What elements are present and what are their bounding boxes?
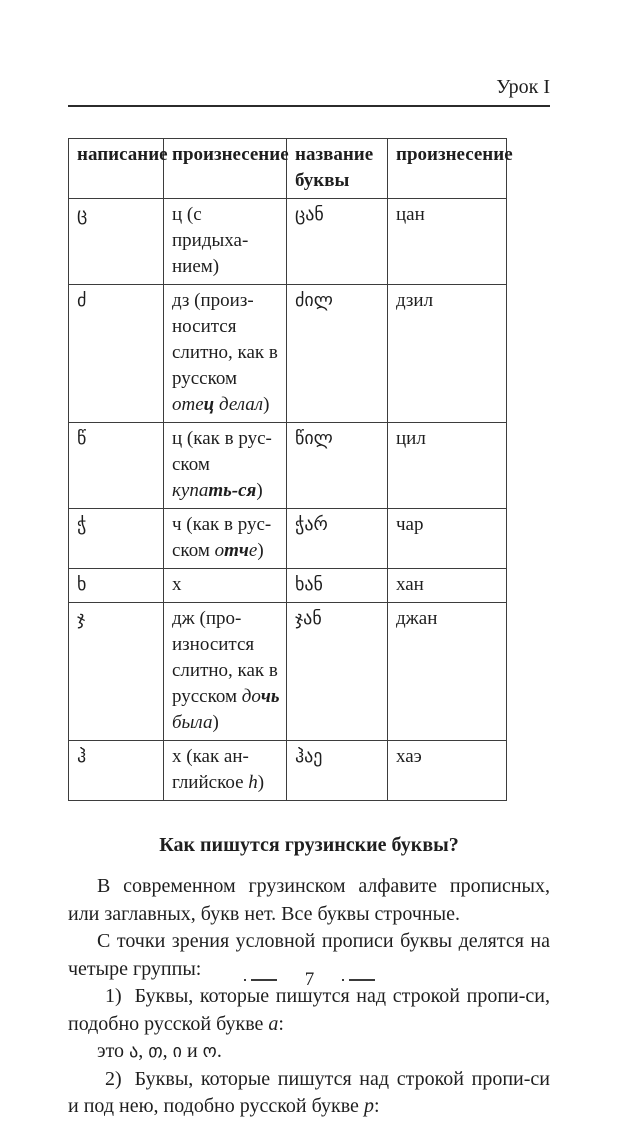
paragraph: С точки зрения условной прописи буквы де… <box>68 930 550 980</box>
column-header-writing: написание <box>68 138 168 199</box>
cell-pronunciation: ц (как в рус-ском купать-ся) <box>163 422 287 509</box>
cell-name-pronunciation: чар <box>387 508 507 569</box>
cell-letter-writing: ც <box>68 198 164 285</box>
cell-name-pronunciation: цан <box>387 198 507 285</box>
cell-letter-name: წილ <box>286 422 388 509</box>
cell-letter-writing: ჰ <box>68 740 164 801</box>
cell-name-pronunciation: хаэ <box>387 740 507 801</box>
cell-pronunciation: ч (как в рус-ском отче) <box>163 508 287 569</box>
cell-pronunciation: дж (про-износится слитно, как в русском … <box>163 602 287 741</box>
paragraph: 1) Буквы, которые пишутся над строкой про… <box>68 985 550 1035</box>
cell-letter-writing: წ <box>68 422 164 509</box>
footer-page-number: 7 <box>304 969 315 990</box>
table-row: ჯ дж (про-износится слитно, как в русском… <box>68 602 507 741</box>
page-content: Урок I написание произнесение название б… <box>0 76 619 1121</box>
cell-letter-name: ჰაე <box>286 740 388 801</box>
cell-letter-writing: ჯ <box>68 602 164 741</box>
cell-letter-name: ხან <box>286 568 388 603</box>
cell-name-pronunciation: джан <box>387 602 507 741</box>
cell-pronunciation: ц (с придыха-нием) <box>163 198 287 285</box>
cell-pronunciation: дз (произ-носится слитно, как в русском … <box>163 284 287 423</box>
cell-name-pronunciation: хан <box>387 568 507 603</box>
column-header-letter-name: название буквы <box>286 138 388 199</box>
footer-ornament-right-icon <box>342 978 376 981</box>
cell-pronunciation: х (как ан-глийское h) <box>163 740 287 801</box>
body-paragraphs: В современном грузинском алфавите пропис… <box>68 873 550 1121</box>
paragraph: 2) Буквы, которые пишутся над строкой про… <box>68 1067 550 1118</box>
list-number: 2) <box>105 1067 122 1090</box>
lesson-header: Урок I <box>496 76 550 98</box>
column-header-pronunciation: произнесение <box>163 138 289 199</box>
section-heading: Как пишутся грузинские буквы? <box>159 834 459 856</box>
paragraph: это ა, თ, ი и ო. <box>97 1040 222 1062</box>
cell-letter-writing: ხ <box>68 568 164 603</box>
cell-pronunciation: х <box>163 568 287 603</box>
cell-name-pronunciation: цил <box>387 422 507 509</box>
georgian-letters-table: написание произнесение название буквы пр… <box>68 138 513 801</box>
column-header-name-pronunciation: произнесение <box>387 138 513 199</box>
table-row: ხ х ხან хан <box>68 568 507 603</box>
footer-ornament-left-icon <box>243 978 277 981</box>
table-header-row: написание произнесение название буквы пр… <box>68 138 513 199</box>
cell-letter-name: ძილ <box>286 284 388 423</box>
header-rule-divider <box>68 105 550 107</box>
page-footer: 7 <box>0 970 619 989</box>
cell-letter-name: ჭარ <box>286 508 388 569</box>
cell-name-pronunciation: дзил <box>387 284 507 423</box>
paragraph: В современном грузинском алфавите пропис… <box>68 875 550 925</box>
table-row: ძ дз (произ-носится слитно, как в русском… <box>68 284 507 423</box>
cell-letter-name: ცან <box>286 198 388 285</box>
cell-letter-writing: ჭ <box>68 508 164 569</box>
cell-letter-writing: ძ <box>68 284 164 423</box>
cell-letter-name: ჯან <box>286 602 388 741</box>
